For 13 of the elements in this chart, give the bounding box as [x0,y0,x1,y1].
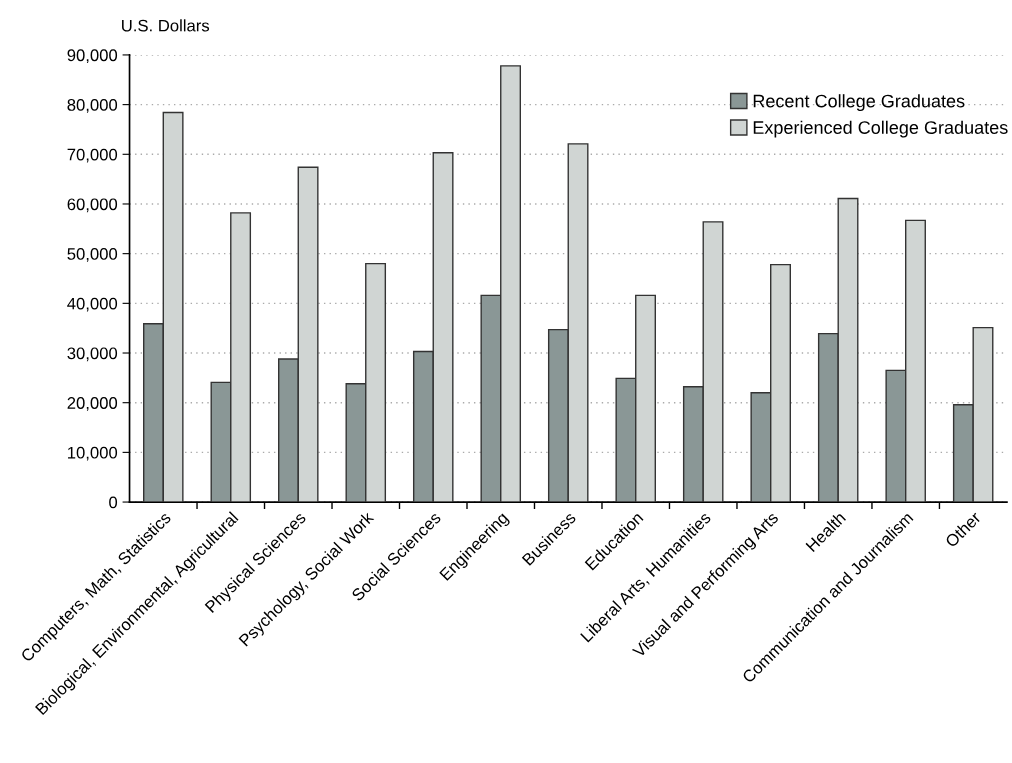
y-tick-label: 10,000 [68,446,118,461]
y-tick-label: 60,000 [67,198,118,213]
y-tick-label: 20,000 [67,397,118,411]
y-tick-label: 80,000 [67,99,118,113]
y-tick-label: 40,000 [67,297,118,312]
legend-label: Experienced College Graduates [753,120,1008,138]
y-tick-label: 0 [109,496,118,509]
y-tick-label: 90,000 [67,49,118,64]
legend-label: Recent College Graduates [753,94,965,112]
y-axis-title: U.S. Dollars [122,19,210,32]
y-tick-label: 30,000 [67,347,118,362]
y-tick-label: 70,000 [67,148,118,163]
y-tick-label: 50,000 [67,248,118,262]
